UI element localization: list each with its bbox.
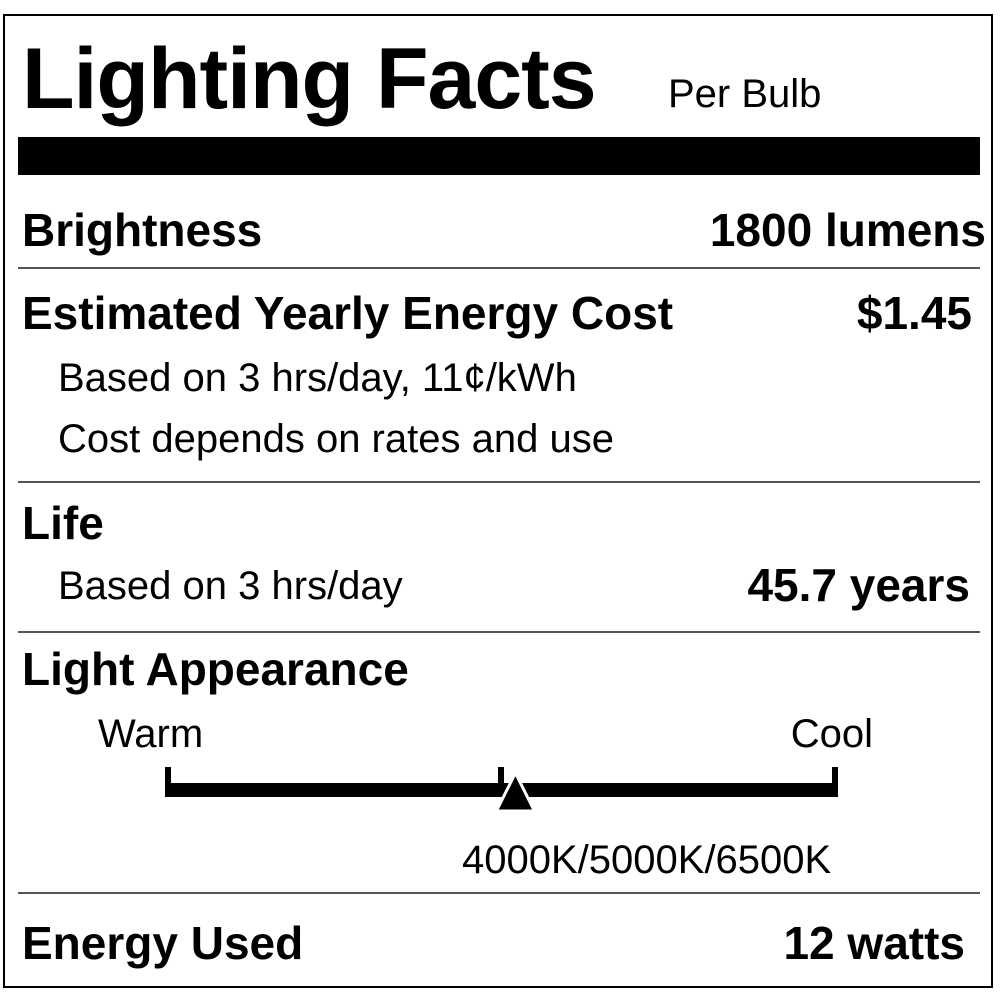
- energy-cost-value: $1.45: [856, 287, 972, 339]
- cool-label: Cool: [790, 712, 873, 756]
- energy-used-label: Energy Used: [22, 917, 304, 969]
- scale-tick-right: [832, 767, 838, 797]
- label-border: [3, 14, 993, 988]
- brightness-value: 1800 lumens: [709, 204, 986, 256]
- header-bar: [18, 137, 980, 175]
- light-appearance-label: Light Appearance: [22, 643, 409, 695]
- divider: [18, 267, 980, 269]
- divider: [18, 892, 980, 894]
- life-value: 45.7 years: [747, 559, 970, 611]
- energy-used-value: 12 watts: [783, 917, 965, 969]
- label-title: Lighting Facts: [22, 31, 597, 127]
- warm-label: Warm: [98, 712, 204, 756]
- brightness-label: Brightness: [22, 204, 263, 256]
- life-label: Life: [22, 497, 104, 549]
- divider: [18, 631, 980, 633]
- energy-cost-note-1: Based on 3 hrs/day, 11¢/kWh: [58, 356, 577, 400]
- scale-marker-triangle: [493, 769, 537, 813]
- color-temperature-value: 4000K/5000K/6500K: [462, 838, 832, 882]
- energy-cost-label: Estimated Yearly Energy Cost: [22, 287, 674, 339]
- life-note: Based on 3 hrs/day: [58, 564, 403, 608]
- divider: [18, 481, 980, 483]
- energy-cost-note-2: Cost depends on rates and use: [58, 417, 614, 461]
- scale-tick-middle: [498, 767, 504, 797]
- scale-tick-left: [165, 767, 171, 797]
- label-subtitle: Per Bulb: [668, 72, 822, 116]
